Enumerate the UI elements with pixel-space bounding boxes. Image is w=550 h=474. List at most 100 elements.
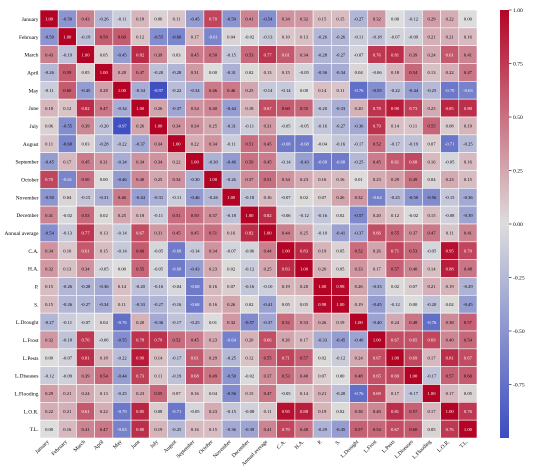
- heatmap-cell-label: 0.52: [173, 338, 182, 343]
- heatmap-cell-label: -0.06: [372, 70, 382, 75]
- heatmap-cell-label: -0.31: [226, 124, 236, 129]
- heatmap-cell-label: 0.18: [136, 213, 145, 218]
- heatmap-cell-label: 1.00: [245, 213, 254, 218]
- heatmap-cell-label: 0.25: [264, 266, 273, 271]
- heatmap-cell-label: -0.63: [117, 427, 127, 432]
- x-tick-label-l-o-r: L.O.R.: [436, 439, 451, 454]
- heatmap-cell-label: -0.12: [299, 213, 309, 218]
- heatmap-cell-label: 0.00: [45, 427, 54, 432]
- heatmap-cell-label: 1.00: [409, 373, 418, 378]
- heatmap-cell-label: -0.50: [226, 373, 236, 378]
- heatmap-cell-label: 0.16: [227, 231, 236, 236]
- heatmap-cell-label: 0.34: [209, 248, 218, 253]
- heatmap-cell-label: 0.59: [63, 70, 72, 75]
- heatmap-cell-label: 0.57: [300, 355, 309, 360]
- heatmap-cell-label: -0.26: [336, 34, 346, 39]
- heatmap-cell-label: 1.00: [227, 195, 236, 200]
- heatmap-cell-label: 0.34: [191, 106, 200, 111]
- heatmap-cell-label: 0.11: [173, 17, 182, 22]
- heatmap-cell-label: 0.90: [391, 106, 400, 111]
- heatmap-cell-label: -0.31: [99, 195, 109, 200]
- heatmap-cell-label: -0.05: [299, 70, 309, 75]
- heatmap-cell-label: 0.39: [409, 52, 418, 57]
- heatmap-cell-label: -0.02: [245, 373, 255, 378]
- heatmap-cell-label: 0.40: [300, 373, 309, 378]
- heatmap-cell-label: -0.31: [226, 70, 236, 75]
- heatmap-cell-label: 1.00: [282, 248, 291, 253]
- heatmap-cell-label: 0.26: [373, 248, 382, 253]
- heatmap-cell-label: 0.19: [446, 284, 455, 289]
- heatmap-cell-label: 0.98: [336, 284, 345, 289]
- heatmap-cell-label: -0.55: [372, 88, 382, 93]
- heatmap-cell-label: 0.46: [209, 88, 218, 93]
- heatmap-cell-label: 0.55: [264, 355, 273, 360]
- heatmap-cell-label: -0.41: [336, 231, 346, 236]
- heatmap-cell-label: 0.67: [264, 106, 273, 111]
- heatmap-cell-label: -0.06: [245, 248, 255, 253]
- heatmap-cell-label: -0.09: [408, 34, 418, 39]
- heatmap-cell-label: 0.16: [63, 427, 72, 432]
- heatmap-cell-label: 0.34: [173, 124, 182, 129]
- heatmap-cell-label: 0.15: [45, 302, 54, 307]
- heatmap-cell-label: 0.46: [118, 195, 127, 200]
- heatmap-cell-label: 0.22: [173, 159, 182, 164]
- y-tick-label-l-o-r: L.O.R.: [24, 409, 39, 415]
- heatmap-cell-label: -0.06: [99, 338, 109, 343]
- heatmap-cell-label: 0.14: [118, 284, 127, 289]
- heatmap-cell-label: -0.26: [208, 195, 218, 200]
- heatmap-cell-label: -0.15: [226, 52, 236, 57]
- heatmap-cell-label: 0.00: [100, 177, 109, 182]
- heatmap-cell-label: 0.19: [318, 248, 327, 253]
- heatmap-cell-label: 0.26: [336, 195, 345, 200]
- heatmap-cell-label: 0.11: [409, 124, 418, 129]
- heatmap-cell-label: 0.85: [446, 106, 455, 111]
- heatmap-cell-label: 0.32: [300, 17, 309, 22]
- heatmap-cell-label: 0.20: [373, 213, 382, 218]
- heatmap-cell-label: 0.61: [282, 52, 291, 57]
- heatmap-cell-label: 0.15: [100, 248, 109, 253]
- heatmap-cell-label: 0.55: [300, 106, 309, 111]
- heatmap-cell-label: -0.30: [208, 159, 218, 164]
- heatmap-cell-label: -0.07: [63, 355, 73, 360]
- heatmap-cell-label: -0.20: [336, 391, 346, 396]
- heatmap-cell-label: -0.09: [63, 373, 73, 378]
- heatmap-cell-label: 0.37: [409, 231, 418, 236]
- heatmap-cell-label: -0.12: [44, 373, 54, 378]
- heatmap-cell-label: -0.97: [154, 88, 164, 93]
- colorbar-tick-label: -0.25: [513, 276, 525, 282]
- heatmap-cell-label: 0.21: [63, 409, 72, 414]
- heatmap-cell-label: 0.19: [318, 409, 327, 414]
- heatmap-cell-label: 0.11: [337, 88, 346, 93]
- heatmap-cell-label: -0.68: [299, 141, 309, 146]
- heatmap-cell-label: 0.57: [391, 266, 400, 271]
- heatmap-cell-label: 0.23: [136, 391, 145, 396]
- heatmap-cell-label: -0.06: [281, 213, 291, 218]
- heatmap-cell-label: 0.45: [264, 159, 273, 164]
- heatmap-cell-label: 0.51: [245, 141, 254, 146]
- heatmap-cell-label: 0.82: [81, 106, 90, 111]
- heatmap-cell-label: 0.82: [264, 213, 273, 218]
- heatmap-cell-label: -0.02: [245, 34, 255, 39]
- heatmap-cell-label: -0.34: [336, 70, 346, 75]
- heatmap-cell-label: -0.10: [317, 231, 327, 236]
- heatmap-cell-label: 0.51: [264, 177, 273, 182]
- heatmap-cell-label: 0.57: [464, 320, 473, 325]
- y-tick-label-july: July: [30, 124, 39, 130]
- y-tick-label-april: April: [27, 70, 39, 76]
- heatmap-cell-label: -0.43: [190, 266, 200, 271]
- heatmap-cell-label: 0.55: [427, 124, 436, 129]
- heatmap-cell-label: -0.26: [226, 177, 236, 182]
- x-tick-label-may: May: [112, 439, 123, 450]
- heatmap-cell-label: 0.81: [391, 52, 400, 57]
- heatmap-cell-label: 0.52: [355, 248, 364, 253]
- heatmap-cell-label: 0.61: [446, 52, 455, 57]
- heatmap-cell-label: -0.11: [63, 320, 73, 325]
- heatmap-cell-label: 0.14: [318, 88, 327, 93]
- heatmap-cell-label: -0.13: [263, 34, 273, 39]
- heatmap-cell-label: 0.46: [227, 88, 236, 93]
- heatmap-cell-label: 0.82: [136, 52, 145, 57]
- heatmap-cell-label: 0.34: [81, 266, 90, 271]
- heatmap-cell-label: 0.00: [336, 373, 345, 378]
- heatmap-cell-label: -0.19: [408, 141, 418, 146]
- heatmap-cell-label: 0.16: [191, 391, 200, 396]
